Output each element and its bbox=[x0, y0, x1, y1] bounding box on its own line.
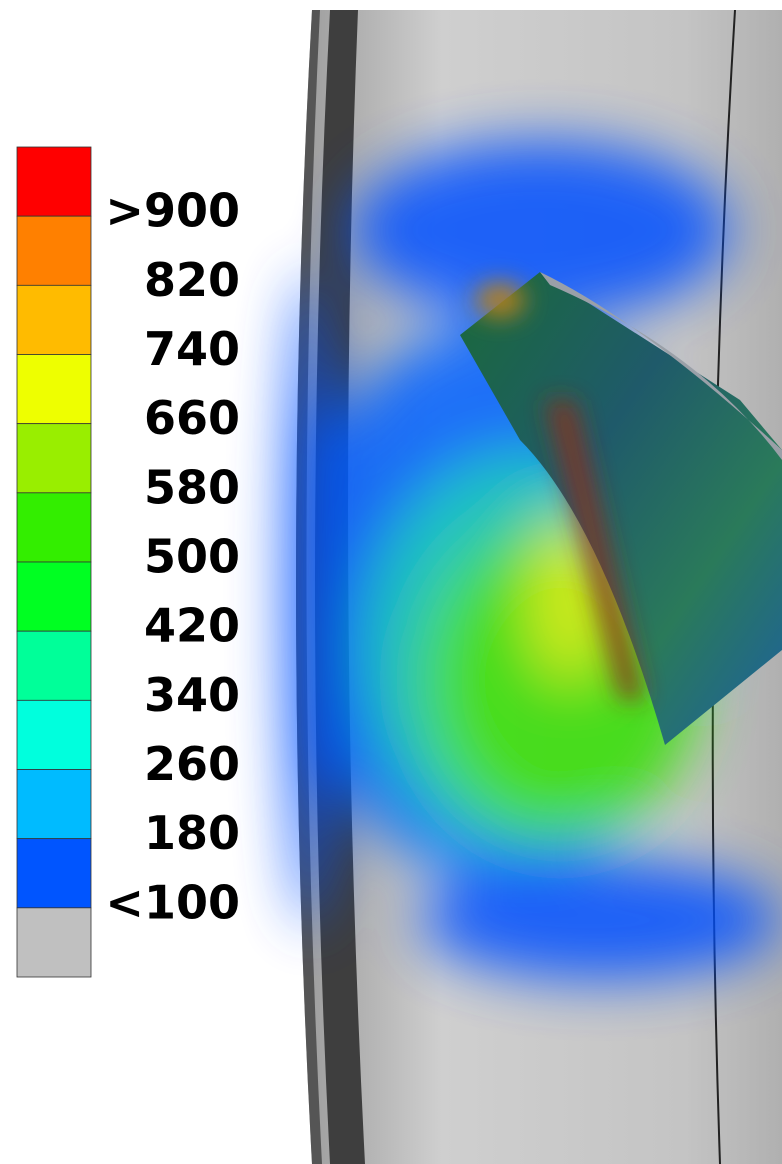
legend-label: 580 bbox=[144, 460, 240, 514]
legend-swatch bbox=[17, 285, 91, 354]
legend-swatch bbox=[17, 147, 91, 216]
legend-label: >900 bbox=[105, 184, 240, 238]
legend-swatch bbox=[17, 493, 91, 562]
legend-label: 500 bbox=[144, 530, 240, 584]
legend-swatch bbox=[17, 355, 91, 424]
render bbox=[285, 10, 782, 1164]
scene: >900 820 740 660 580 500 420 340 260 180 <100 bbox=[0, 0, 782, 1164]
legend-label: 260 bbox=[144, 737, 240, 791]
legend-label: 820 bbox=[144, 253, 240, 307]
legend-swatch bbox=[17, 839, 91, 908]
legend-swatch bbox=[17, 562, 91, 631]
legend-swatch bbox=[17, 216, 91, 285]
legend-label: 660 bbox=[144, 391, 240, 445]
legend-label: 340 bbox=[144, 668, 240, 722]
legend-swatch bbox=[17, 700, 91, 769]
legend-swatch bbox=[17, 908, 91, 977]
legend-swatch bbox=[17, 631, 91, 700]
legend-label: 180 bbox=[144, 806, 240, 860]
legend: >900 820 740 660 580 500 420 340 260 180 <100 bbox=[17, 147, 240, 977]
legend-label: 420 bbox=[144, 599, 240, 653]
legend-label: <100 bbox=[105, 875, 240, 929]
legend-label: 740 bbox=[144, 322, 240, 376]
legend-swatch bbox=[17, 770, 91, 839]
legend-swatch bbox=[17, 424, 91, 493]
